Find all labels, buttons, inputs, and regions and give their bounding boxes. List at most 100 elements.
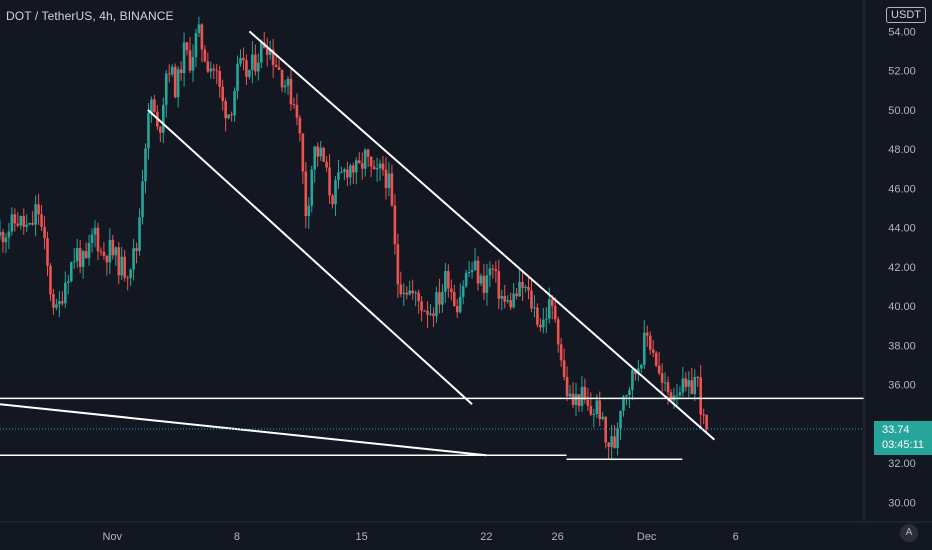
- candle-body: [259, 42, 263, 63]
- candle-body: [176, 69, 180, 98]
- candle-body: [233, 91, 236, 116]
- candle-body: [313, 146, 317, 170]
- candle-body: [571, 393, 575, 405]
- candle-body: [49, 265, 52, 295]
- candle-body: [81, 251, 85, 267]
- candle-body: [10, 214, 14, 232]
- candle-body: [545, 318, 548, 320]
- candle-body: [491, 268, 495, 270]
- channel-upper-line[interactable]: [248, 30, 716, 441]
- candle-body: [411, 290, 415, 294]
- candle-body: [87, 242, 91, 258]
- price-tick-label: 54.00: [888, 26, 916, 38]
- candle-body: [191, 57, 195, 71]
- candle-body: [0, 231, 2, 236]
- candle-body: [277, 67, 281, 70]
- candle-body: [96, 227, 100, 252]
- candle-body: [681, 378, 685, 393]
- candle-body: [381, 163, 385, 170]
- candle-body: [111, 239, 115, 256]
- candle-body: [669, 392, 673, 401]
- candle-body: [619, 410, 622, 429]
- time-tick-label: Dec: [637, 531, 657, 543]
- wedge-lower-line[interactable]: [0, 403, 487, 457]
- candle-body: [206, 61, 210, 72]
- candle-body: [352, 165, 355, 173]
- candle-body: [153, 99, 156, 112]
- candle-body: [170, 66, 174, 75]
- time-tick-label: Nov: [102, 531, 122, 543]
- candle-body: [340, 171, 343, 173]
- candle-body: [322, 147, 325, 162]
- time-tick-label: 22: [480, 531, 492, 543]
- candle-body: [46, 238, 49, 266]
- candle-body: [188, 50, 192, 71]
- candle-body: [604, 416, 607, 443]
- currency-badge[interactable]: USDT: [886, 7, 926, 23]
- candle-body: [331, 195, 334, 205]
- candle-body: [203, 49, 207, 62]
- candle-body: [497, 271, 501, 299]
- time-tick-label: 8: [234, 531, 240, 543]
- candle-body: [586, 399, 590, 406]
- candle-body: [346, 169, 349, 178]
- channel-lower-line[interactable]: [147, 109, 473, 405]
- candle-series: [0, 16, 708, 461]
- candle-body: [34, 204, 37, 225]
- candle-body: [319, 147, 322, 157]
- candle-body: [7, 231, 11, 238]
- candle-body: [488, 268, 492, 276]
- candle-body: [31, 223, 34, 225]
- candle-body: [449, 288, 453, 293]
- candle-body: [666, 382, 670, 393]
- candle-body: [482, 275, 486, 293]
- candle-body: [556, 319, 560, 345]
- candle-body: [75, 248, 79, 262]
- candle-body: [360, 163, 364, 169]
- candle-body: [515, 293, 518, 297]
- candle-body: [366, 149, 370, 157]
- price-axis[interactable]: 54.00 52.00 50.00 48.00 46.00 44.00 42.00 40.00…: [888, 26, 916, 509]
- candle-body: [435, 292, 438, 316]
- candle-body: [245, 60, 248, 77]
- candle-body: [536, 307, 539, 325]
- candle-body: [167, 73, 171, 75]
- candle-body: [78, 248, 82, 267]
- candle-body: [55, 304, 58, 308]
- candle-body: [589, 405, 593, 415]
- candle-body: [209, 68, 213, 72]
- candle-body: [25, 224, 29, 227]
- price-tick-label: 46.00: [888, 183, 916, 195]
- candle-body: [129, 269, 132, 278]
- candle-body: [141, 181, 144, 218]
- price-tick-label: 42.00: [888, 262, 916, 274]
- candle-body: [452, 292, 456, 306]
- candle-body: [660, 373, 664, 383]
- candle-body: [242, 57, 245, 61]
- candle-body: [334, 180, 337, 205]
- candle-body: [61, 301, 64, 304]
- auto-scale-button[interactable]: A: [900, 524, 918, 542]
- last-price-label: 33.74 03:45:11: [874, 420, 932, 455]
- candle-body: [625, 395, 628, 397]
- candle-body: [372, 166, 376, 170]
- time-axis[interactable]: Nov 8 15 22 26 Dec 6: [102, 531, 738, 543]
- candle-body: [4, 237, 8, 243]
- candle-body: [126, 277, 129, 279]
- candle-body: [429, 313, 432, 315]
- time-tick-label: 15: [356, 531, 368, 543]
- candle-body: [194, 33, 198, 58]
- symbol-title[interactable]: DOT / TetherUS, 4h, BINANCE: [6, 9, 174, 23]
- candle-body: [473, 260, 477, 270]
- candle-body: [553, 305, 557, 320]
- candle-body: [102, 251, 106, 257]
- candle-body: [610, 436, 613, 447]
- candle-body: [271, 49, 275, 65]
- candle-body: [423, 310, 426, 312]
- candle-body: [527, 286, 530, 291]
- candle-body: [390, 173, 394, 206]
- price-tick-label: 40.00: [888, 301, 916, 313]
- candle-body: [99, 251, 103, 253]
